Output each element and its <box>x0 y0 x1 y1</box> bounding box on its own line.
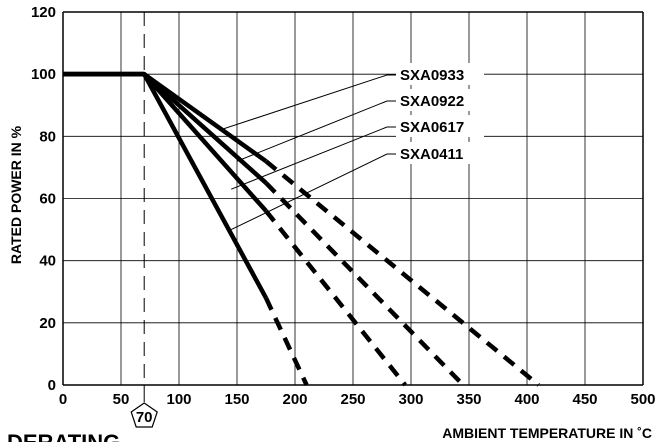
x-tick-350: 350 <box>456 391 481 408</box>
reference-marker <box>130 402 158 428</box>
x-tick-0: 0 <box>59 391 67 408</box>
series-SXA0933-solid <box>63 71 268 164</box>
y-tick-20: 20 <box>39 315 56 332</box>
leader-SXA0933 <box>219 74 388 131</box>
series-label-SXA0411: SXA0411 <box>400 146 463 163</box>
grid <box>62 11 644 386</box>
series-SXA0922-dashed <box>264 181 465 387</box>
series-label-SXA0617: SXA0617 <box>400 119 464 136</box>
annotations: SXA0933 SXA0922 SXA0617 SXA0411 <box>219 63 484 231</box>
label-bg-SXA0922 <box>396 89 484 111</box>
x-tick-250: 250 <box>340 391 365 408</box>
chart-title: DERATING <box>7 430 120 442</box>
y-tick-labels: 0 20 40 60 80 100 120 <box>31 4 56 394</box>
y-tick-60: 60 <box>39 191 56 208</box>
y-tick-80: 80 <box>39 128 56 145</box>
series-SXA0933-dashed <box>264 159 541 387</box>
series-label-SXA0922: SXA0922 <box>400 93 464 110</box>
series-SXA0411-solid <box>63 71 268 300</box>
leader-SXA0617 <box>231 126 388 190</box>
series-SXA0617-dashed <box>264 209 407 387</box>
y-tick-120: 120 <box>31 4 56 21</box>
label-bg-SXA0411 <box>396 142 484 164</box>
x-tick-100: 100 <box>166 391 191 408</box>
y-axis-label: RATED POWER IN % <box>8 125 24 264</box>
x-tick-300: 300 <box>398 391 423 408</box>
label-bg-SXA0617 <box>396 115 484 137</box>
x-tick-400: 400 <box>514 391 539 408</box>
x-axis-label: AMBIENT TEMPERATURE IN ˚C <box>442 425 652 441</box>
series-SXA0617-solid <box>63 71 268 213</box>
x-tick-50: 50 <box>113 391 130 408</box>
leader-SXA0411 <box>230 153 388 231</box>
series-SXA0411-dashed <box>263 297 309 386</box>
y-tick-0: 0 <box>48 377 56 394</box>
x-tick-200: 200 <box>282 391 307 408</box>
x-tick-labels: 0 50 100 150 200 250 300 350 400 450 500 <box>59 391 656 408</box>
x-tick-450: 450 <box>572 391 597 408</box>
reference-label: 70 <box>136 409 153 426</box>
leader-SXA0922 <box>236 100 388 162</box>
y-tick-100: 100 <box>31 66 56 83</box>
series-lines <box>63 71 541 387</box>
label-bg-SXA0933 <box>396 63 484 85</box>
y-tick-40: 40 <box>39 253 56 270</box>
reference-line: 70 <box>130 12 158 428</box>
series-SXA0922-solid <box>63 71 268 185</box>
series-label-SXA0933: SXA0933 <box>400 67 464 84</box>
x-tick-150: 150 <box>224 391 249 408</box>
x-tick-500: 500 <box>630 391 655 408</box>
